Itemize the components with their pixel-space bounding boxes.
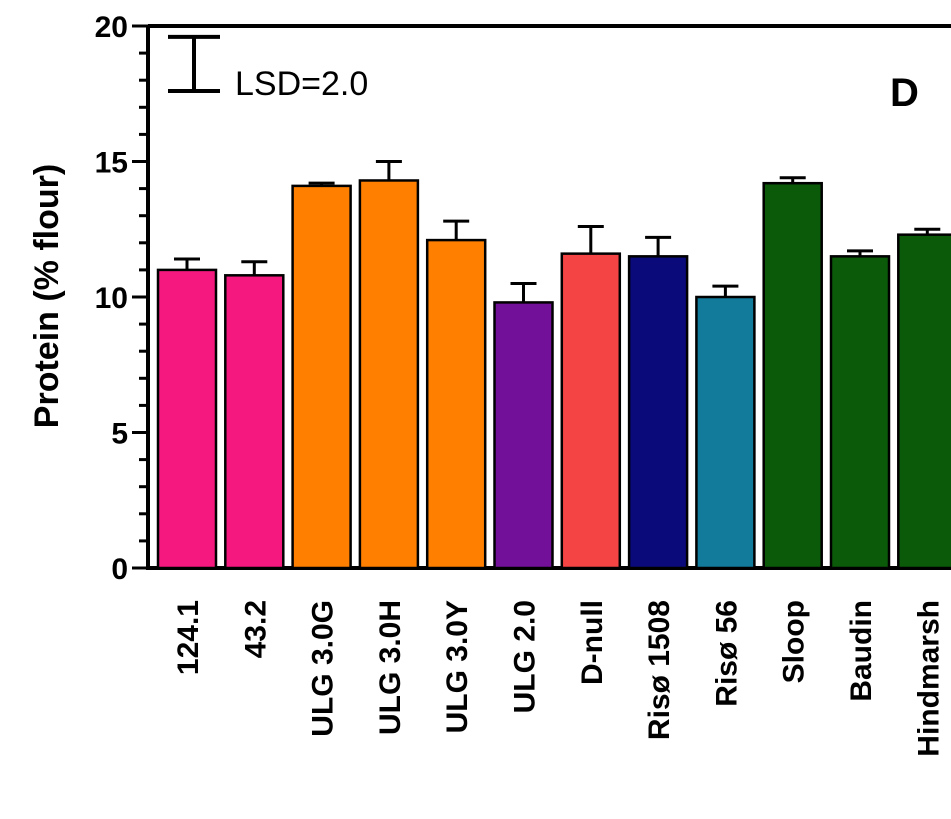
category-label: Baudin (845, 600, 878, 702)
bar (560, 252, 622, 570)
category-label: 43.2 (239, 600, 272, 658)
y-tick-label: 20 (95, 11, 128, 44)
y-tick-label: 10 (95, 282, 128, 315)
y-tick-label: 0 (111, 553, 128, 586)
lsd-label: LSD=2.0 (235, 65, 368, 103)
category-label: Risø 1508 (643, 600, 676, 740)
category-label: ULG 3.0G (307, 600, 340, 737)
category-label: Hindmarsh (912, 600, 945, 757)
bar (897, 233, 951, 570)
bar (829, 255, 891, 570)
bar (156, 268, 218, 570)
bar (493, 301, 554, 570)
bar (358, 179, 420, 570)
bar (762, 181, 823, 570)
y-tick-label: 5 (111, 418, 128, 451)
category-label: Risø 56 (710, 600, 743, 707)
bar (291, 184, 352, 570)
category-label: D-null (576, 600, 609, 685)
bar (224, 274, 285, 570)
bar (627, 255, 689, 570)
category-label: ULG 2.0 (509, 600, 542, 713)
lsd-indicator: LSD=2.0 (168, 34, 368, 103)
category-label: ULG 3.0Y (441, 600, 474, 733)
category-label: 124.1 (172, 600, 205, 675)
y-tick-label: 15 (95, 147, 128, 180)
category-label: ULG 3.0H (374, 600, 407, 735)
y-axis-title: Protein (% flour) (28, 164, 66, 428)
panel-label: D (890, 71, 919, 115)
category-label: Sloop (778, 600, 811, 683)
bar (425, 238, 487, 570)
bar (695, 295, 756, 570)
chart-plot-area: 0 5 10 15 20 124.1 43.2 ULG 3.0G ULG 3.0H ULG 3.0… (95, 11, 951, 757)
